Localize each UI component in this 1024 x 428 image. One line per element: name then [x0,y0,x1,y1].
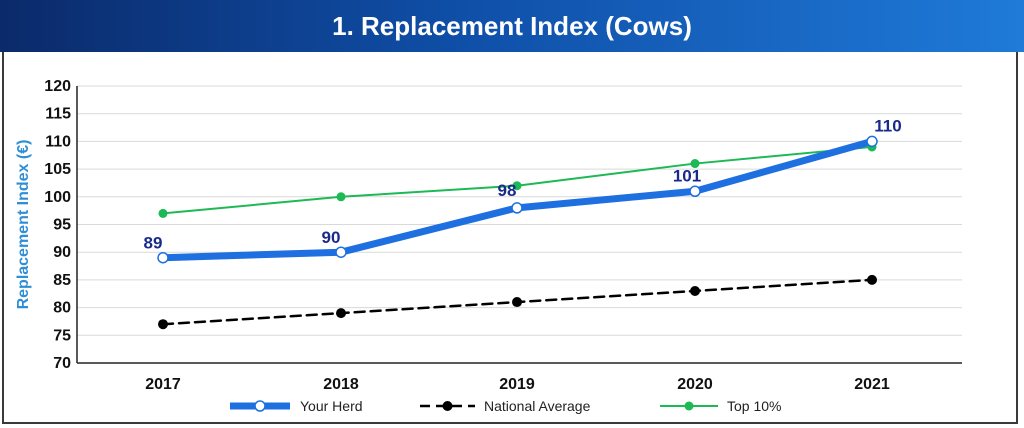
point-national-average-2021 [867,274,877,285]
x-tick-2020: 2020 [677,376,713,393]
data-label-your-herd-2017: 89 [144,234,163,253]
y-tick-labels: 70 75 80 85 90 95 100 105 110 115 120 [44,78,71,372]
x-tick-2017: 2017 [145,376,181,393]
legend-label-your-herd: Your Herd [300,398,363,414]
y-tick-90: 90 [53,244,71,261]
data-labels: 89 90 98 101 110 [144,116,902,252]
legend-marker-national-average [442,401,453,411]
legend-marker-top-10 [684,401,694,411]
y-tick-85: 85 [53,272,71,289]
point-your-herd-2018 [335,246,347,258]
point-top-10-2018 [336,192,346,202]
point-top-10-2020 [690,159,700,169]
data-label-your-herd-2020: 101 [673,166,701,185]
point-national-average-2019 [512,297,522,308]
chart-title: 1. Replacement Index (Cows) [332,10,692,41]
x-tick-2021: 2021 [854,376,890,393]
axes [76,86,962,364]
chart-frame [2,52,1018,424]
y-tick-75: 75 [53,327,71,344]
series-group [157,135,878,330]
chart-header: 1. Replacement Index (Cows) [0,0,1024,52]
point-your-herd-2017 [157,251,169,264]
point-your-herd-2019 [511,202,523,214]
y-tick-110: 110 [45,133,71,150]
series-line-your-herd [159,137,876,262]
legend-marker-your-herd [254,400,266,412]
y-tick-115: 115 [45,106,71,123]
point-national-average-2017 [158,319,168,330]
gridlines [77,85,962,336]
x-tick-2019: 2019 [499,376,535,393]
legend-label-national-average: National Average [484,398,591,414]
y-tick-70: 70 [53,355,71,372]
point-top-10-2017 [158,208,168,218]
legend-label-top-10: Top 10% [727,398,781,414]
x-tick-labels: 2017 2018 2019 2020 2021 [145,376,890,393]
data-label-your-herd-2021: 110 [874,116,901,135]
legend: Your Herd National Average Top 10% [230,398,781,414]
y-tick-80: 80 [53,300,71,317]
y-axis-label: Replacement Index (€) [15,140,32,310]
point-national-average-2018 [336,308,346,319]
y-tick-120: 120 [44,78,71,95]
y-tick-95: 95 [53,217,71,234]
y-tick-100: 100 [44,189,71,206]
y-tick-105: 105 [44,161,71,178]
data-label-your-herd-2018: 90 [322,228,341,247]
point-national-average-2020 [690,285,700,296]
data-label-your-herd-2019: 98 [498,181,517,200]
point-your-herd-2020 [689,185,701,198]
x-tick-2018: 2018 [323,376,359,393]
point-top-10-2019 [512,181,522,191]
point-your-herd-2021 [866,135,878,148]
